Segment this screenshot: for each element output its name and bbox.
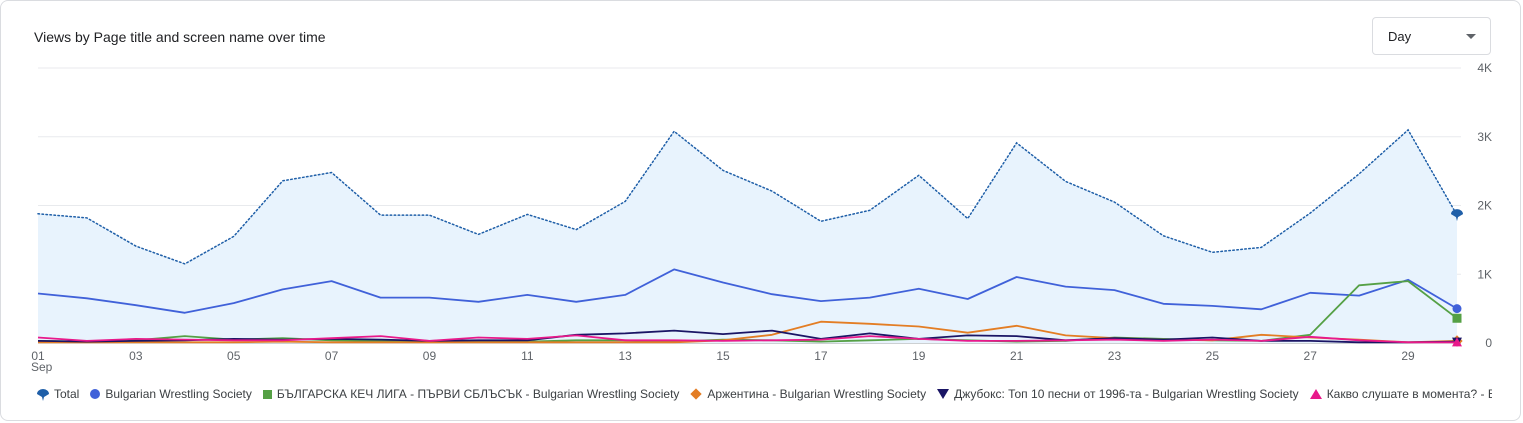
x-tick-label: 23 [1108,349,1122,363]
y-tick-label: 4K [1477,61,1492,75]
granularity-selected: Day [1388,29,1412,44]
legend-item[interactable]: Джубокс: Топ 10 песни от 1996-та - Bulga… [937,385,1299,403]
granularity-dropdown[interactable]: Day [1372,17,1491,55]
x-tick-label: 27 [1304,349,1318,363]
pin-icon [37,388,49,401]
series-line-1 [37,268,1458,314]
series-end-marker [1452,337,1462,347]
series-end-marker [1452,313,1462,323]
x-tick-label: 11 [521,349,534,363]
x-tick-label: 25 [1206,349,1220,363]
x-tick-label: 03 [129,349,143,363]
series-line-total [37,128,1458,265]
legend-item[interactable]: Аржентина - Bulgarian Wrestling Society [690,385,926,403]
dot-marker-icon [90,389,101,399]
legend-item[interactable]: Bulgarian Wrestling Society [90,385,252,403]
tri-down-marker-icon [937,389,950,399]
x-tick-label: 07 [325,349,339,363]
series-line-5 [37,334,1457,344]
legend-item[interactable]: БЪЛГАРСКА КЕЧ ЛИГА - ПЪРВИ СБЛЪСЪК - Bul… [262,385,680,403]
tri-up-marker-icon [1309,389,1322,399]
legend-label: Какво слушате в момента? - Bulgarian Wre… [1326,387,1492,401]
legend-label: Джубокс: Топ 10 песни от 1996-та - Bulga… [954,387,1299,401]
y-tick-label: 2K [1477,199,1492,213]
legend-label: БЪЛГАРСКА КЕЧ ЛИГА - ПЪРВИ СБЛЪСЪК - Bul… [276,387,680,401]
chevron-down-icon [1466,34,1476,39]
square-marker-icon [262,389,272,399]
x-tick-label: 17 [814,349,828,363]
pin-icon [1451,209,1463,222]
x-tick-label: 09 [423,349,437,363]
chart-title: Views by Page title and screen name over… [34,29,326,45]
legend-label: Total [54,387,80,401]
y-tick-label: 0 [1485,336,1492,350]
chart-legend: Total Bulgarian Wrestling Society БЪЛГАРСК… [36,385,1492,405]
x-tick-label: 29 [1401,349,1415,363]
x-month-label: Sep [31,360,53,374]
x-tick-label: 19 [912,349,926,363]
series-end-marker [1452,304,1462,314]
legend-item[interactable]: Total [36,385,79,403]
x-tick-label: 21 [1010,349,1024,363]
diamond-marker-icon [690,388,703,400]
total-area-fill [38,129,1457,343]
y-tick-label: 1K [1477,267,1492,281]
x-tick-label: 01 [31,349,45,363]
legend-item[interactable]: Какво слушате в момента? - Bulgarian Wre… [1309,385,1492,403]
legend-label: Аржентина - Bulgarian Wrestling Society [707,387,927,401]
x-tick-label: 15 [716,349,730,363]
y-tick-label: 3K [1477,130,1492,144]
x-tick-label: 05 [227,349,241,363]
legend-label: Bulgarian Wrestling Society [105,387,252,401]
x-tick-label: 13 [618,349,632,363]
